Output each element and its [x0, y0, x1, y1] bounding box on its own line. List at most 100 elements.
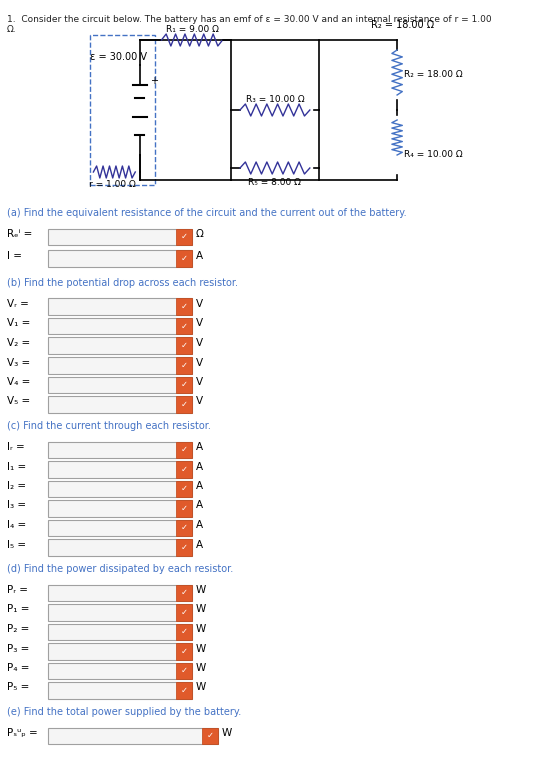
FancyBboxPatch shape — [48, 299, 192, 315]
Text: ✓: ✓ — [181, 666, 188, 675]
FancyBboxPatch shape — [48, 229, 192, 245]
FancyBboxPatch shape — [48, 377, 192, 393]
FancyBboxPatch shape — [176, 643, 192, 660]
FancyBboxPatch shape — [176, 229, 192, 245]
Text: I₃ =: I₃ = — [7, 501, 26, 510]
Text: A: A — [195, 481, 202, 491]
Text: V: V — [195, 299, 202, 309]
FancyBboxPatch shape — [48, 318, 192, 335]
Text: V: V — [195, 318, 202, 328]
FancyBboxPatch shape — [48, 441, 192, 458]
Text: (e) Find the total power supplied by the battery.: (e) Find the total power supplied by the… — [7, 707, 241, 717]
FancyBboxPatch shape — [48, 539, 192, 555]
Text: R₃ = 10.00 Ω: R₃ = 10.00 Ω — [245, 95, 304, 104]
Text: R₁ = 9.00 Ω: R₁ = 9.00 Ω — [165, 25, 219, 34]
Text: A: A — [195, 501, 202, 510]
Text: ✓: ✓ — [181, 232, 188, 241]
FancyBboxPatch shape — [176, 299, 192, 315]
Text: A: A — [195, 251, 202, 261]
Text: V: V — [195, 357, 202, 367]
Text: ✓: ✓ — [181, 484, 188, 493]
Text: ε = 30.00 V: ε = 30.00 V — [90, 52, 147, 62]
FancyBboxPatch shape — [48, 480, 192, 497]
FancyBboxPatch shape — [176, 682, 192, 699]
Text: ✓: ✓ — [181, 504, 188, 512]
Text: P₄ =: P₄ = — [7, 663, 29, 673]
FancyBboxPatch shape — [48, 662, 192, 679]
Text: V₁ =: V₁ = — [7, 318, 30, 328]
Text: R₅ = 8.00 Ω: R₅ = 8.00 Ω — [249, 178, 301, 187]
FancyBboxPatch shape — [176, 662, 192, 679]
Text: P₁ =: P₁ = — [7, 604, 29, 615]
FancyBboxPatch shape — [176, 250, 192, 267]
FancyBboxPatch shape — [176, 480, 192, 497]
Text: r = 1.00 Ω: r = 1.00 Ω — [89, 180, 136, 189]
Text: I₂ =: I₂ = — [7, 481, 26, 491]
FancyBboxPatch shape — [48, 623, 192, 640]
FancyBboxPatch shape — [48, 682, 192, 699]
Text: W: W — [195, 604, 206, 615]
Text: (d) Find the power dissipated by each resistor.: (d) Find the power dissipated by each re… — [7, 564, 233, 574]
Text: ✓: ✓ — [181, 302, 188, 311]
Text: ✓: ✓ — [181, 647, 188, 656]
FancyBboxPatch shape — [176, 357, 192, 374]
FancyBboxPatch shape — [176, 519, 192, 536]
FancyBboxPatch shape — [176, 623, 192, 640]
Text: ✓: ✓ — [181, 523, 188, 532]
Text: V: V — [195, 377, 202, 387]
Text: I₅ =: I₅ = — [7, 540, 26, 549]
Text: W: W — [195, 682, 206, 693]
Text: ✓: ✓ — [181, 465, 188, 473]
Text: V: V — [195, 396, 202, 406]
Text: P₃ =: P₃ = — [7, 644, 29, 654]
Text: W: W — [221, 728, 232, 738]
Text: A: A — [195, 442, 202, 452]
Text: A: A — [195, 462, 202, 471]
Text: ✓: ✓ — [181, 543, 188, 551]
FancyBboxPatch shape — [202, 728, 218, 744]
Text: Iᵣ =: Iᵣ = — [7, 442, 24, 452]
FancyBboxPatch shape — [176, 338, 192, 354]
Text: R₄ = 10.00 Ω: R₄ = 10.00 Ω — [404, 151, 463, 159]
FancyBboxPatch shape — [48, 338, 192, 354]
Text: (a) Find the equivalent resistance of the circuit and the current out of the bat: (a) Find the equivalent resistance of th… — [7, 208, 406, 218]
Text: (b) Find the potential drop across each resistor.: (b) Find the potential drop across each … — [7, 278, 238, 288]
Text: W: W — [195, 644, 206, 654]
FancyBboxPatch shape — [48, 584, 192, 601]
FancyBboxPatch shape — [48, 500, 192, 516]
Text: P₅ =: P₅ = — [7, 682, 29, 693]
Text: V₂ =: V₂ = — [7, 338, 30, 348]
FancyBboxPatch shape — [176, 441, 192, 458]
Text: R₂ = 18.00 Ω: R₂ = 18.00 Ω — [404, 70, 463, 80]
FancyBboxPatch shape — [48, 728, 218, 744]
FancyBboxPatch shape — [48, 461, 192, 477]
FancyBboxPatch shape — [48, 643, 192, 660]
Text: W: W — [195, 624, 206, 634]
FancyBboxPatch shape — [176, 377, 192, 393]
Text: A: A — [195, 540, 202, 549]
Text: ✓: ✓ — [181, 608, 188, 617]
Text: ✓: ✓ — [181, 399, 188, 409]
Text: I₄ =: I₄ = — [7, 520, 26, 530]
Text: ✓: ✓ — [181, 360, 188, 370]
Text: I₁ =: I₁ = — [7, 462, 26, 471]
FancyBboxPatch shape — [176, 396, 192, 413]
Text: ✓: ✓ — [181, 342, 188, 350]
Text: (c) Find the current through each resistor.: (c) Find the current through each resist… — [7, 421, 211, 431]
Text: P₂ =: P₂ = — [7, 624, 29, 634]
Text: Vᵣ =: Vᵣ = — [7, 299, 29, 309]
Text: ✓: ✓ — [181, 381, 188, 389]
Text: Rₑⁱ =: Rₑⁱ = — [7, 229, 32, 239]
Text: ✓: ✓ — [181, 627, 188, 636]
FancyBboxPatch shape — [48, 357, 192, 374]
Text: W: W — [195, 663, 206, 673]
FancyBboxPatch shape — [48, 604, 192, 621]
Text: R₂ = 18.00 Ω: R₂ = 18.00 Ω — [371, 20, 434, 30]
FancyBboxPatch shape — [176, 318, 192, 335]
FancyBboxPatch shape — [176, 539, 192, 555]
Text: ✓: ✓ — [181, 445, 188, 454]
FancyBboxPatch shape — [176, 500, 192, 516]
Text: Pₛᵘₚ =: Pₛᵘₚ = — [7, 728, 38, 738]
FancyBboxPatch shape — [48, 396, 192, 413]
Text: W: W — [195, 585, 206, 595]
